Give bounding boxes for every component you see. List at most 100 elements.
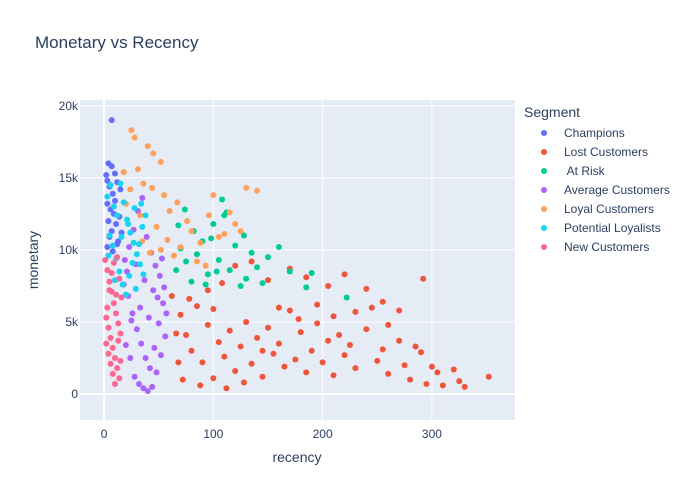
data-point	[243, 275, 250, 282]
data-point	[352, 308, 359, 315]
data-point	[341, 271, 348, 278]
data-point	[116, 268, 123, 275]
legend-label: Lost Customers	[564, 144, 649, 159]
legend-item[interactable]: Potential Loyalists	[524, 218, 670, 237]
data-point	[110, 259, 117, 266]
data-point	[420, 275, 427, 282]
data-point	[117, 330, 124, 337]
data-point	[104, 244, 111, 251]
data-point	[119, 281, 126, 288]
legend-item[interactable]: Loyal Customers	[524, 199, 670, 218]
legend-marker-icon	[541, 148, 547, 155]
data-point	[237, 228, 244, 235]
data-points	[102, 117, 492, 395]
legend-item[interactable]: Champions	[524, 123, 670, 142]
data-point	[145, 314, 152, 321]
data-point	[259, 347, 266, 354]
legend-label: Loyal Customers	[564, 201, 655, 216]
legend-items: Champions Lost Customers At Risk Average C…	[524, 123, 670, 256]
data-point	[152, 262, 159, 269]
data-point	[139, 195, 146, 202]
data-point	[179, 376, 186, 383]
data-point	[111, 197, 118, 204]
y-tick-label: 0	[71, 387, 78, 401]
data-point	[456, 378, 463, 385]
data-point	[109, 370, 116, 377]
data-point	[330, 313, 337, 320]
data-point	[330, 372, 337, 379]
legend-label: Champions	[564, 125, 625, 140]
data-point	[144, 388, 151, 395]
data-point	[121, 257, 128, 263]
data-point	[126, 244, 133, 251]
data-point	[297, 329, 304, 336]
data-point	[108, 269, 115, 276]
data-point	[140, 385, 147, 392]
data-point	[175, 359, 182, 366]
legend-item[interactable]: New Customers	[524, 237, 670, 256]
data-point	[110, 203, 117, 210]
legend-item[interactable]: Lost Customers	[524, 142, 670, 161]
data-point	[308, 269, 315, 276]
data-point	[103, 171, 110, 178]
data-point	[407, 376, 414, 383]
data-point	[143, 233, 150, 240]
legend-item[interactable]: At Risk	[524, 161, 670, 180]
data-point	[151, 344, 158, 351]
data-point	[127, 229, 134, 236]
data-point	[113, 291, 120, 298]
data-point	[303, 369, 310, 376]
data-point	[155, 320, 162, 327]
chart-title: Monetary vs Recency	[35, 33, 199, 52]
data-point	[146, 365, 153, 372]
data-point	[157, 158, 164, 165]
data-point	[109, 242, 116, 249]
y-tick-label: 20k	[59, 99, 79, 113]
data-point	[363, 285, 370, 292]
data-point	[396, 337, 403, 344]
data-point	[450, 366, 457, 373]
data-point	[110, 300, 117, 307]
data-point	[379, 298, 386, 305]
data-point	[118, 294, 125, 301]
legend: Segment Champions Lost Customers At Risk A…	[524, 104, 670, 256]
data-point	[205, 212, 212, 219]
data-point	[240, 232, 247, 239]
data-point	[108, 163, 115, 170]
data-point	[204, 271, 211, 278]
data-point	[286, 307, 293, 314]
data-point	[275, 304, 282, 311]
data-point	[132, 285, 139, 292]
data-point	[232, 220, 239, 227]
data-point	[161, 284, 168, 291]
data-point	[106, 278, 113, 285]
data-point	[137, 212, 144, 219]
data-point	[103, 340, 110, 347]
data-point	[254, 264, 261, 271]
data-point	[264, 324, 271, 331]
data-point	[223, 385, 230, 392]
data-point	[199, 359, 206, 366]
data-point	[114, 254, 121, 261]
data-point	[104, 304, 111, 311]
data-point	[139, 223, 146, 230]
data-point	[428, 363, 435, 370]
data-point	[107, 360, 114, 367]
data-point	[439, 382, 446, 389]
data-point	[103, 314, 110, 321]
data-point	[385, 370, 392, 377]
data-point	[208, 235, 215, 242]
data-point	[140, 271, 147, 278]
data-point	[109, 248, 116, 255]
data-point	[215, 233, 222, 240]
data-point	[434, 369, 441, 376]
data-point	[161, 192, 168, 199]
data-point	[401, 362, 408, 369]
data-point	[136, 241, 143, 248]
data-point	[104, 267, 111, 274]
legend-item[interactable]: Average Customers	[524, 180, 670, 199]
data-point	[197, 382, 204, 389]
data-point	[213, 268, 220, 275]
data-point	[254, 334, 261, 341]
